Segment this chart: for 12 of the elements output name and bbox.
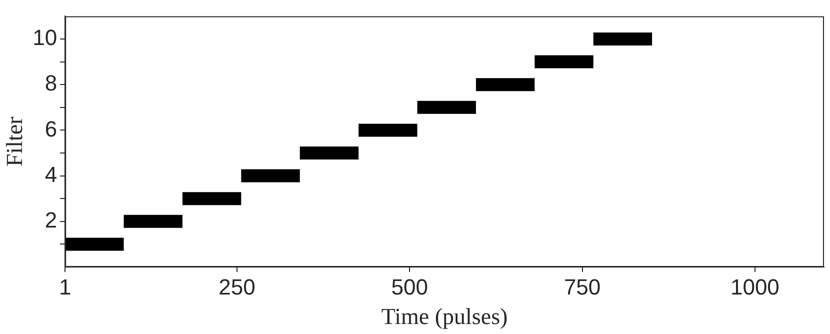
y-tick-label: 2 [44, 207, 58, 232]
x-tick-label: 1 [58, 274, 72, 300]
x-tick-label: 1000 [730, 274, 780, 300]
y-tick-label: 4 [44, 162, 58, 187]
y-tick-label: 6 [44, 116, 58, 142]
x-axis-title: Time (pulses) [381, 304, 508, 330]
y-axis-title: Filter [2, 116, 27, 167]
x-tick-label: 500 [391, 274, 428, 300]
x-tick-label: 750 [564, 274, 601, 300]
x-tick-label: 250 [218, 274, 256, 300]
y-tick-label: 10 [32, 25, 58, 50]
y-tick-label: 8 [44, 70, 58, 96]
